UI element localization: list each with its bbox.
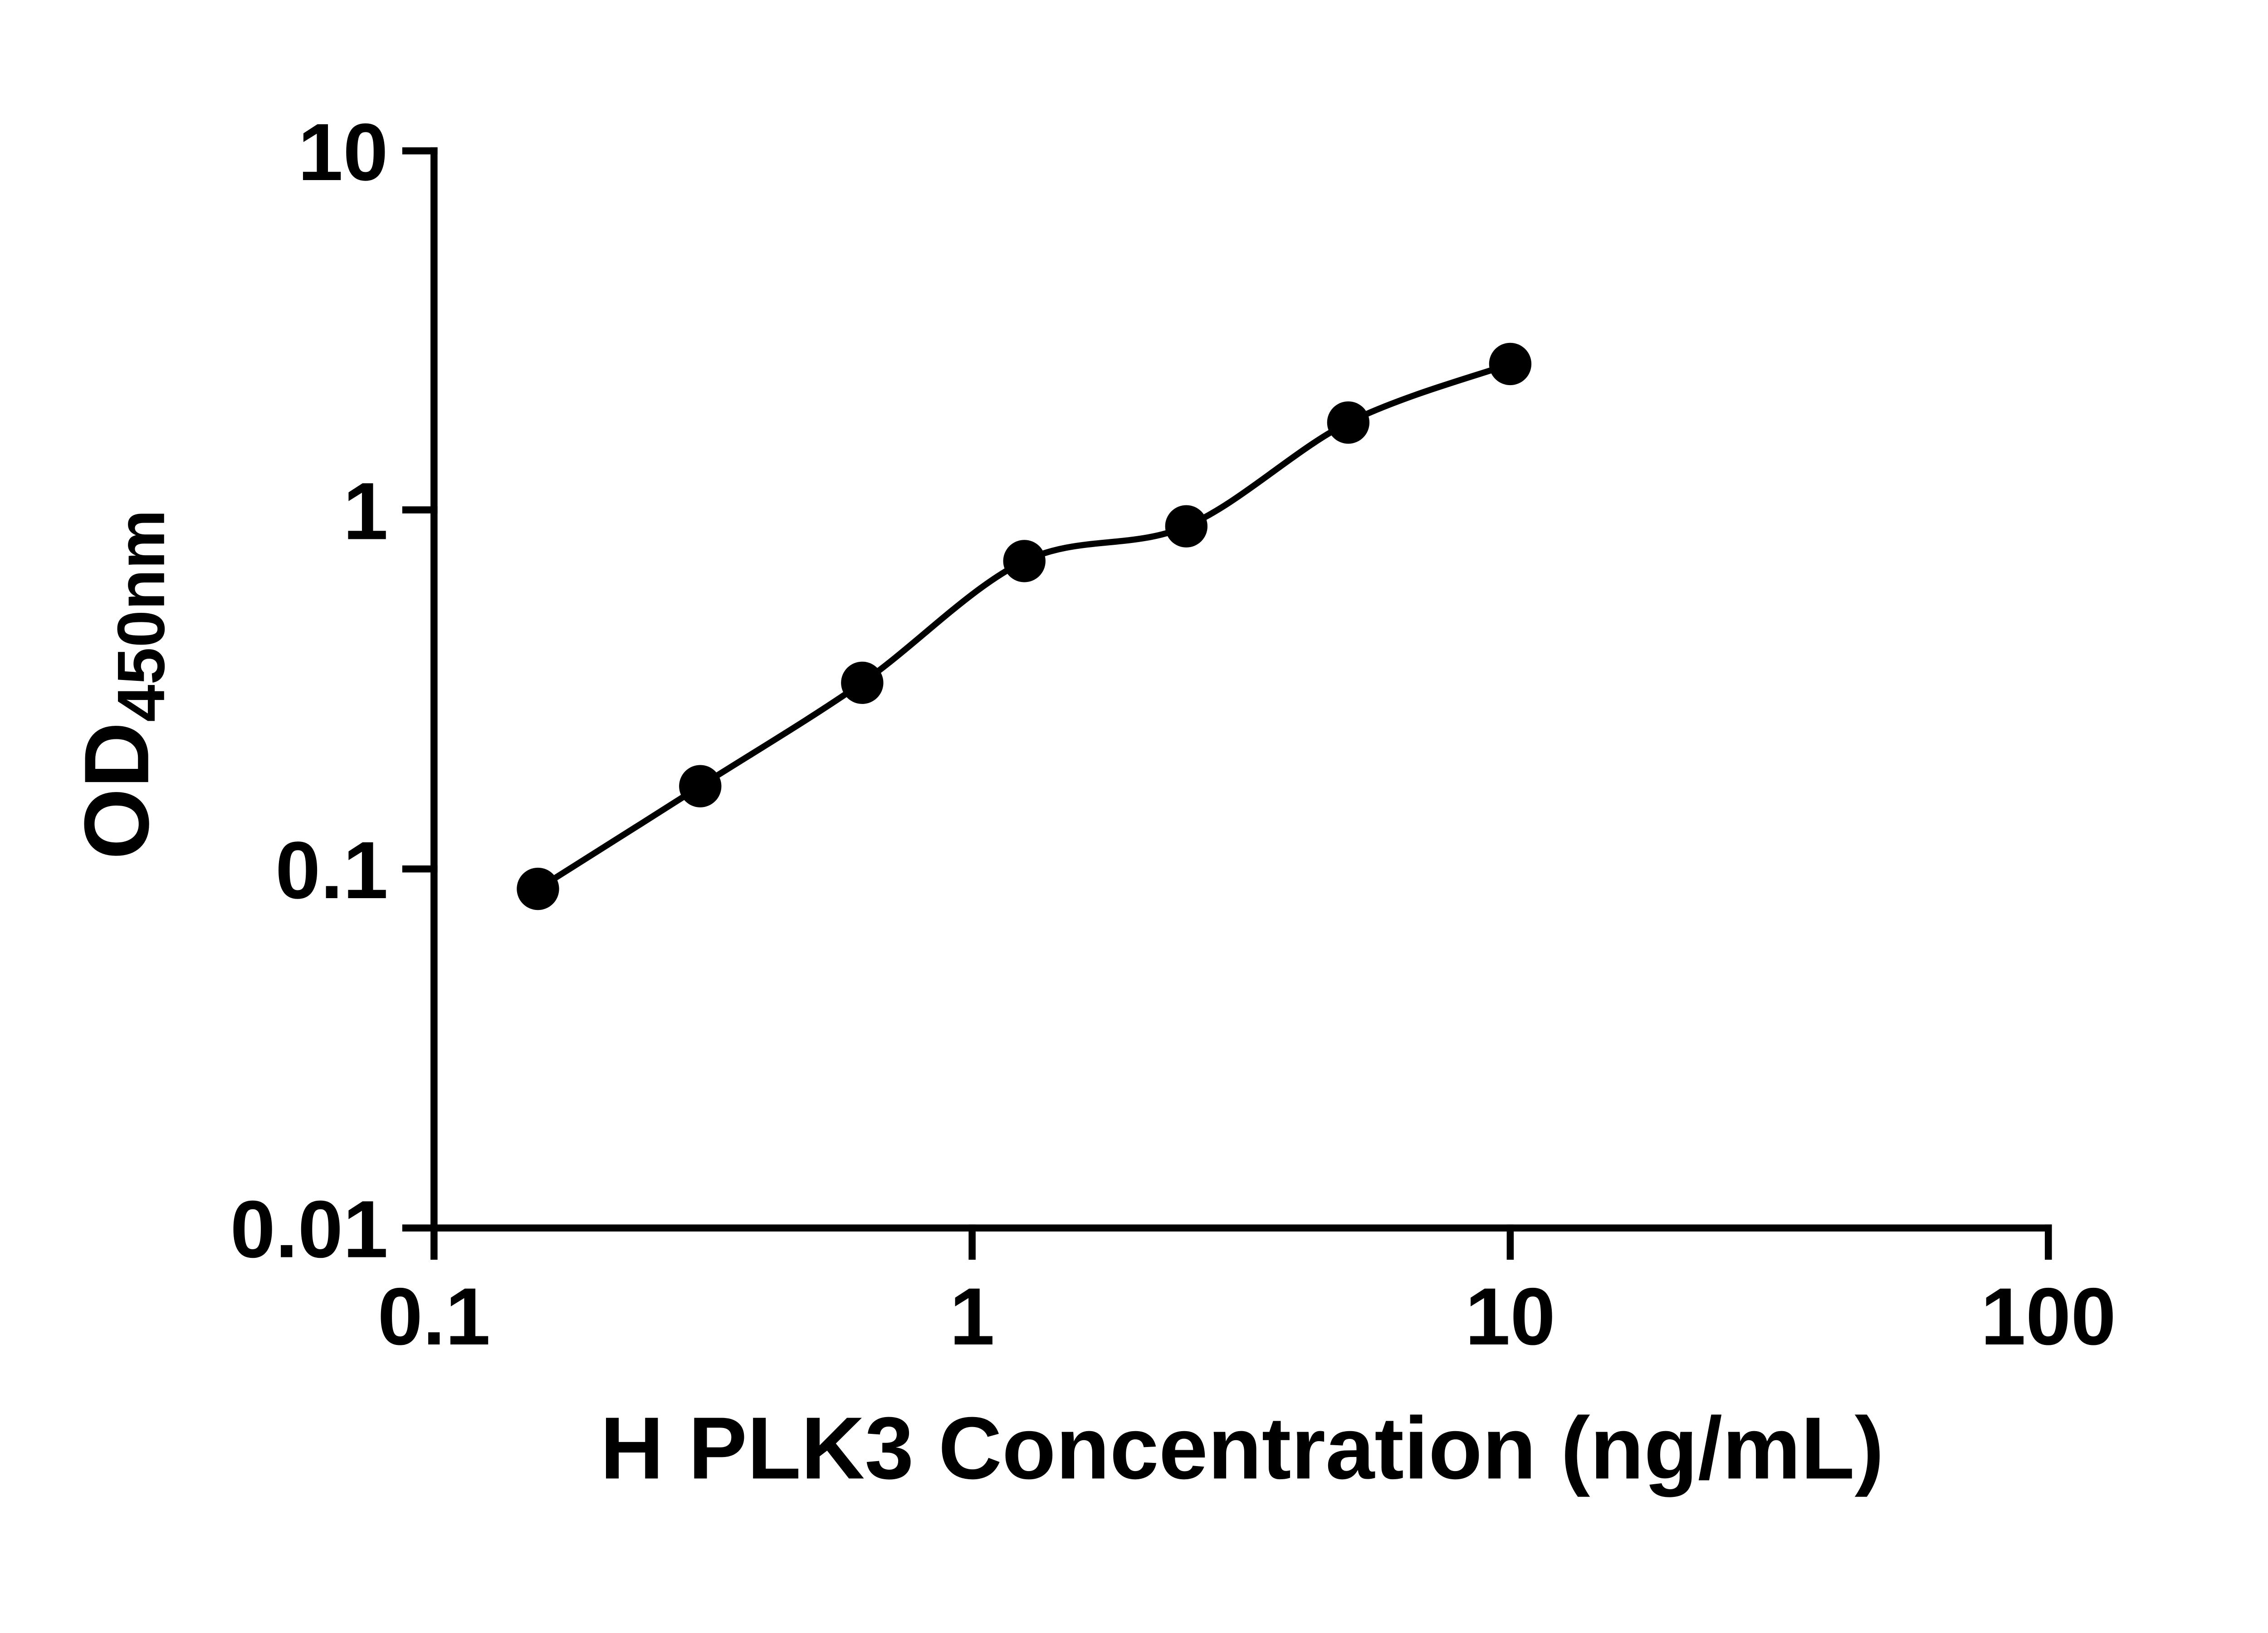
y-axis-title-subscript: 450nm: [104, 509, 179, 722]
x-tick-label: 1: [949, 1271, 994, 1362]
y-axis-title: OD450nm: [65, 509, 179, 860]
x-tick-label: 10: [1465, 1271, 1555, 1362]
y-axis-title-main: OD: [65, 722, 168, 860]
elisa-standard-curve-figure: 0.1 1 10 100 0.01 0.1 1 10 H PLK3 Concentration…: [65, 107, 2116, 1497]
y-tick-label: 0.1: [275, 825, 388, 915]
y-tick-label: 10: [298, 107, 388, 197]
fit-curve: [536, 361, 1511, 892]
data-point: [1327, 401, 1370, 444]
data-point: [1489, 342, 1532, 386]
data-point: [1165, 505, 1207, 548]
data-point: [841, 661, 884, 704]
y-tick-label: 0.01: [230, 1184, 388, 1275]
data-point: [679, 765, 722, 807]
x-tick-label: 100: [1980, 1271, 2116, 1362]
data-point: [517, 867, 559, 910]
x-axis-title: H PLK3 Concentration (ng/mL): [600, 1399, 1884, 1497]
x-tick-label: 0.1: [377, 1271, 490, 1362]
data-point: [1003, 540, 1046, 582]
y-tick-label: 1: [343, 465, 388, 556]
